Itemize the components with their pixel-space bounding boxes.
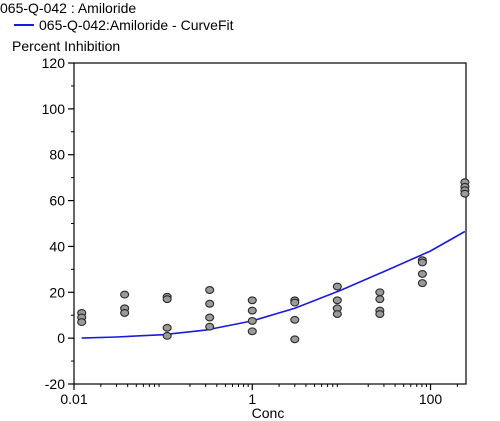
data-point	[375, 310, 385, 319]
data-point	[290, 315, 300, 324]
data-point	[162, 295, 172, 304]
y-axis-title: Percent Inhibition	[12, 38, 121, 54]
data-point	[247, 296, 257, 305]
data-point	[162, 331, 172, 340]
legend-title: 065-Q-042 : Amiloride	[0, 0, 137, 16]
data-point	[417, 269, 427, 278]
data-point	[290, 335, 300, 344]
data-point	[120, 290, 130, 299]
y-tick-label: 100	[42, 101, 66, 117]
data-point	[205, 286, 215, 294]
data-point	[290, 298, 300, 307]
y-tick-label: 0	[57, 330, 65, 346]
data-point	[247, 327, 257, 336]
data-point	[205, 299, 215, 308]
data-point	[417, 258, 427, 267]
data-point	[205, 313, 215, 322]
data-point	[77, 318, 87, 327]
legend-curvefit-entry: 065-Q-042:Amiloride - CurveFit	[0, 17, 234, 34]
data-point	[120, 308, 130, 317]
data-point	[417, 279, 427, 288]
data-point	[162, 323, 172, 332]
y-tick-label: 120	[42, 55, 66, 71]
data-point	[205, 322, 215, 331]
legend-curvefit-label: 065-Q-042:Amiloride - CurveFit	[39, 17, 234, 33]
curvefit-line-swatch	[14, 23, 34, 26]
x-axis-title: Conc	[252, 405, 285, 421]
data-point	[247, 316, 257, 325]
data-point	[460, 189, 470, 198]
y-tick-label: 40	[49, 238, 65, 254]
data-point	[247, 306, 257, 315]
legend: 065-Q-042 : Amiloride 065-Q-042:Amilorid…	[0, 0, 234, 34]
data-point	[332, 296, 342, 305]
data-point	[332, 282, 342, 291]
curvefit-line	[81, 230, 466, 339]
y-tick-label: -20	[45, 376, 65, 392]
y-tick-label: 20	[49, 284, 65, 300]
y-tick-label: 60	[49, 193, 65, 209]
data-point	[375, 295, 385, 304]
x-tick-label: 0.01	[60, 391, 87, 407]
x-tick-label: 100	[419, 391, 443, 407]
data-point	[332, 310, 342, 319]
y-tick-label: 80	[49, 147, 65, 163]
data-point	[375, 288, 385, 297]
x-tick-label: 1	[248, 391, 256, 407]
